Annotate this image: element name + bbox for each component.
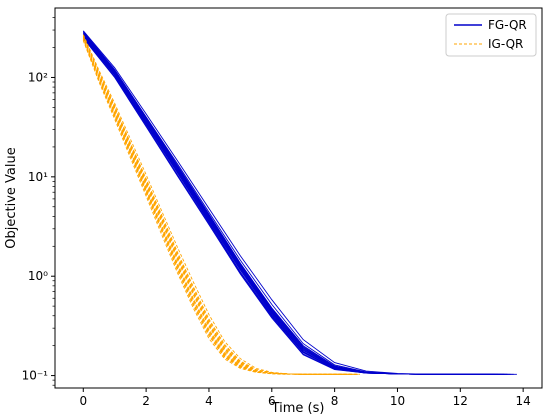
x-tick-label: 0 <box>79 394 87 408</box>
series-line-ig-qr-run-11 <box>82 38 348 375</box>
y-tick-label: 10⁻¹ <box>22 369 49 383</box>
series-line-ig-qr-run-14 <box>82 37 357 375</box>
series-line-fg-qr-run-9 <box>82 33 492 375</box>
x-tick-label: 6 <box>268 394 276 408</box>
series-line-ig-qr-run-9 <box>82 39 357 375</box>
plot-frame <box>54 7 543 389</box>
series-line-fg-qr-run-6 <box>82 37 495 375</box>
series-line-fg-qr-run-8 <box>82 35 502 375</box>
series-line-fg-qr-run-1 <box>82 31 517 375</box>
series-line-ig-qr-run-12 <box>82 35 354 375</box>
series-line-fg-qr-run-12 <box>82 32 508 375</box>
x-axis-label: Time (s) <box>271 401 325 416</box>
series-line-fg-qr-run-13 <box>82 38 495 375</box>
series-line-fg-qr-run-14 <box>82 34 505 375</box>
y-tick-label: 10⁰ <box>28 269 48 283</box>
legend: FG-QR IG-QR <box>445 13 537 57</box>
x-tick-label: 2 <box>142 394 150 408</box>
x-tick-label: 14 <box>516 394 531 408</box>
legend-label-ig-qr: IG-QR <box>488 37 523 51</box>
series-line-ig-qr-run-10 <box>82 36 360 375</box>
series-line-fg-qr-run-2 <box>82 34 508 375</box>
plot-lines <box>82 30 517 375</box>
series-line-ig-qr-run-13 <box>82 39 351 375</box>
y-tick-label: 10² <box>28 70 48 84</box>
series-line-ig-qr-run-4 <box>82 36 357 375</box>
x-tick-label: 12 <box>453 394 468 408</box>
series-line-fg-qr-run-7 <box>82 32 511 375</box>
legend-label-fg-qr: FG-QR <box>488 18 527 32</box>
x-tick-label: 10 <box>390 394 405 408</box>
series-line-ig-qr-run-2 <box>82 37 351 375</box>
series-line-ig-qr-run-3 <box>82 39 354 375</box>
y-axis-ticks: 10⁻¹ 10⁰ 10¹ 10² <box>22 17 55 386</box>
x-tick-label: 8 <box>331 394 339 408</box>
series-line-fg-qr-run-5 <box>82 35 505 375</box>
series-line-fg-qr-run-10 <box>82 30 514 375</box>
y-axis-label: Objective Value <box>4 147 19 248</box>
x-axis-ticks: 0 2 4 6 8 10 12 14 <box>79 388 531 408</box>
x-tick-label: 4 <box>205 394 213 408</box>
y-tick-label: 10¹ <box>28 170 48 184</box>
